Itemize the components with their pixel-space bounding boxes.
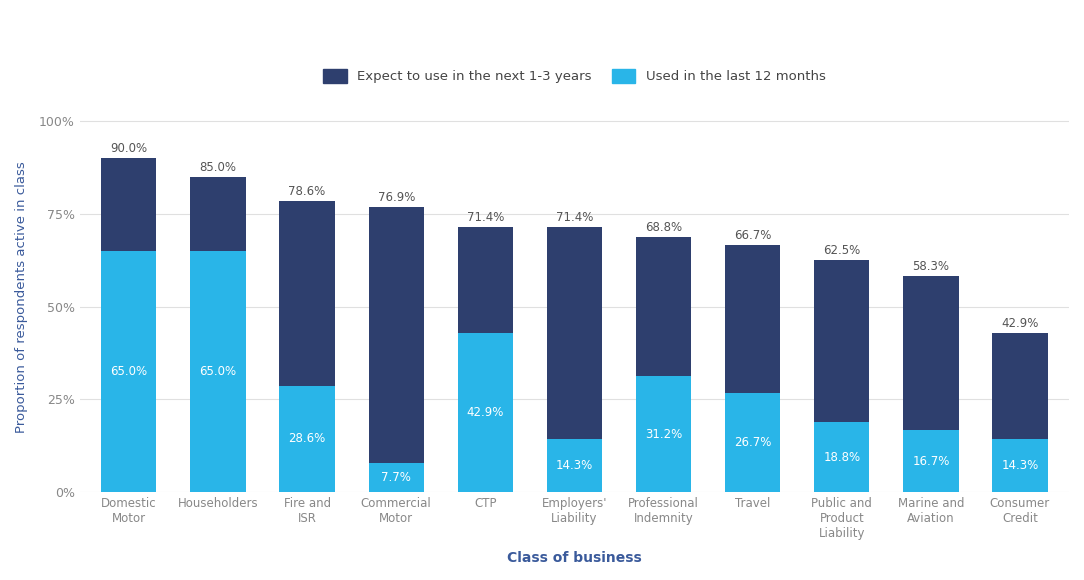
Bar — [636, 376, 692, 492]
Bar — [191, 251, 246, 492]
Bar — [725, 393, 780, 492]
Text: 71.4%: 71.4% — [556, 211, 593, 224]
Text: 85.0%: 85.0% — [199, 161, 236, 174]
Bar — [725, 245, 780, 393]
Bar — [280, 201, 335, 386]
Y-axis label: Proportion of respondents active in class: Proportion of respondents active in clas… — [15, 161, 28, 433]
Text: 14.3%: 14.3% — [1002, 459, 1038, 472]
Bar — [546, 227, 602, 439]
Text: 62.5%: 62.5% — [823, 244, 861, 258]
Bar — [992, 333, 1047, 439]
Bar — [903, 276, 958, 430]
Bar — [369, 207, 424, 463]
Text: 76.9%: 76.9% — [377, 191, 415, 204]
Text: 65.0%: 65.0% — [199, 365, 236, 378]
Bar — [101, 158, 156, 251]
Bar — [457, 227, 513, 333]
Bar — [457, 333, 513, 492]
Text: 31.2%: 31.2% — [645, 427, 682, 441]
Text: 78.6%: 78.6% — [288, 184, 325, 198]
Text: 14.3%: 14.3% — [556, 459, 593, 472]
Bar — [814, 422, 869, 492]
Text: 66.7%: 66.7% — [734, 229, 772, 242]
Text: 90.0%: 90.0% — [111, 142, 147, 155]
Text: 58.3%: 58.3% — [913, 260, 950, 273]
Text: 68.8%: 68.8% — [645, 221, 682, 234]
X-axis label: Class of business: Class of business — [507, 551, 642, 565]
Text: 71.4%: 71.4% — [466, 211, 504, 224]
Bar — [903, 430, 958, 492]
Bar — [280, 386, 335, 492]
Bar — [369, 463, 424, 492]
Text: 18.8%: 18.8% — [823, 451, 861, 463]
Bar — [546, 439, 602, 492]
Text: 65.0%: 65.0% — [111, 365, 147, 378]
Text: 26.7%: 26.7% — [734, 436, 772, 449]
Bar — [636, 237, 692, 376]
Bar — [992, 439, 1047, 492]
Bar — [814, 260, 869, 422]
Text: 42.9%: 42.9% — [1002, 317, 1038, 330]
Text: 28.6%: 28.6% — [288, 433, 325, 445]
Bar — [191, 177, 246, 251]
Text: 16.7%: 16.7% — [913, 455, 950, 467]
Bar — [101, 251, 156, 492]
Text: 42.9%: 42.9% — [466, 406, 504, 419]
Legend: Expect to use in the next 1-3 years, Used in the last 12 months: Expect to use in the next 1-3 years, Use… — [317, 63, 833, 90]
Text: 7.7%: 7.7% — [382, 471, 411, 484]
